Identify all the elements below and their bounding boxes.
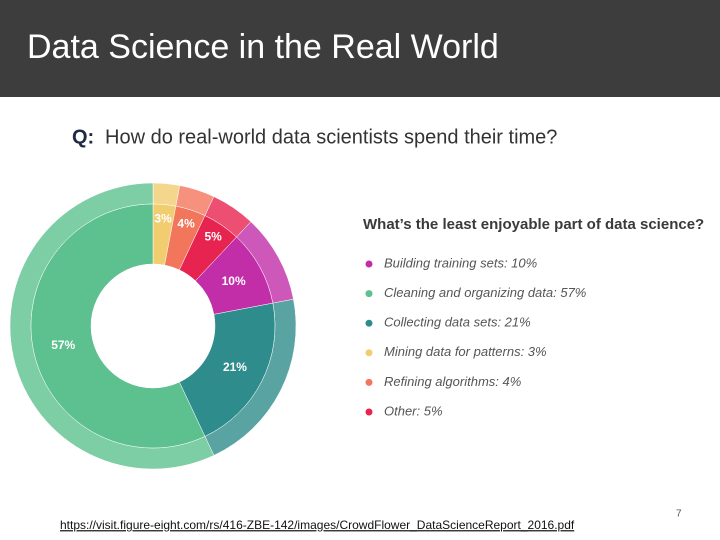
slice-label: 4% — [177, 216, 195, 230]
slice-label: 5% — [204, 230, 222, 244]
legend-label: Cleaning and organizing data: 57% — [384, 285, 586, 300]
legend-marker — [365, 408, 373, 416]
slice-label: 21% — [223, 360, 247, 374]
slice — [179, 302, 276, 437]
slice — [30, 203, 206, 449]
header-bar — [0, 0, 720, 97]
legend-label: Refining algorithms: 4% — [384, 374, 521, 389]
legend-label: Collecting data sets: 21% — [384, 315, 531, 330]
page-number: 7 — [676, 509, 682, 520]
slice-label: 10% — [222, 274, 246, 288]
question-text: How do real-world data scientists spend … — [105, 126, 557, 148]
legend-title: What’s the least enjoyable part of data … — [363, 216, 704, 233]
legend-marker — [365, 290, 373, 298]
legend-label: Other: 5% — [384, 403, 443, 418]
slice-label: 3% — [154, 212, 172, 226]
legend-label: Building training sets: 10% — [384, 255, 537, 270]
legend-marker — [365, 319, 373, 327]
slice-outer-ring — [152, 182, 181, 207]
legend-marker — [365, 378, 373, 386]
question-label: Q: — [72, 126, 94, 148]
legend-label: Mining data for patterns: 3% — [384, 344, 547, 359]
legend-marker — [365, 349, 373, 357]
legend-marker — [365, 260, 373, 268]
slice-label: 57% — [51, 338, 75, 352]
slide-title: Data Science in the Real World — [27, 28, 499, 66]
source-link[interactable]: https://visit.figure-eight.com/rs/416-ZB… — [60, 518, 575, 532]
